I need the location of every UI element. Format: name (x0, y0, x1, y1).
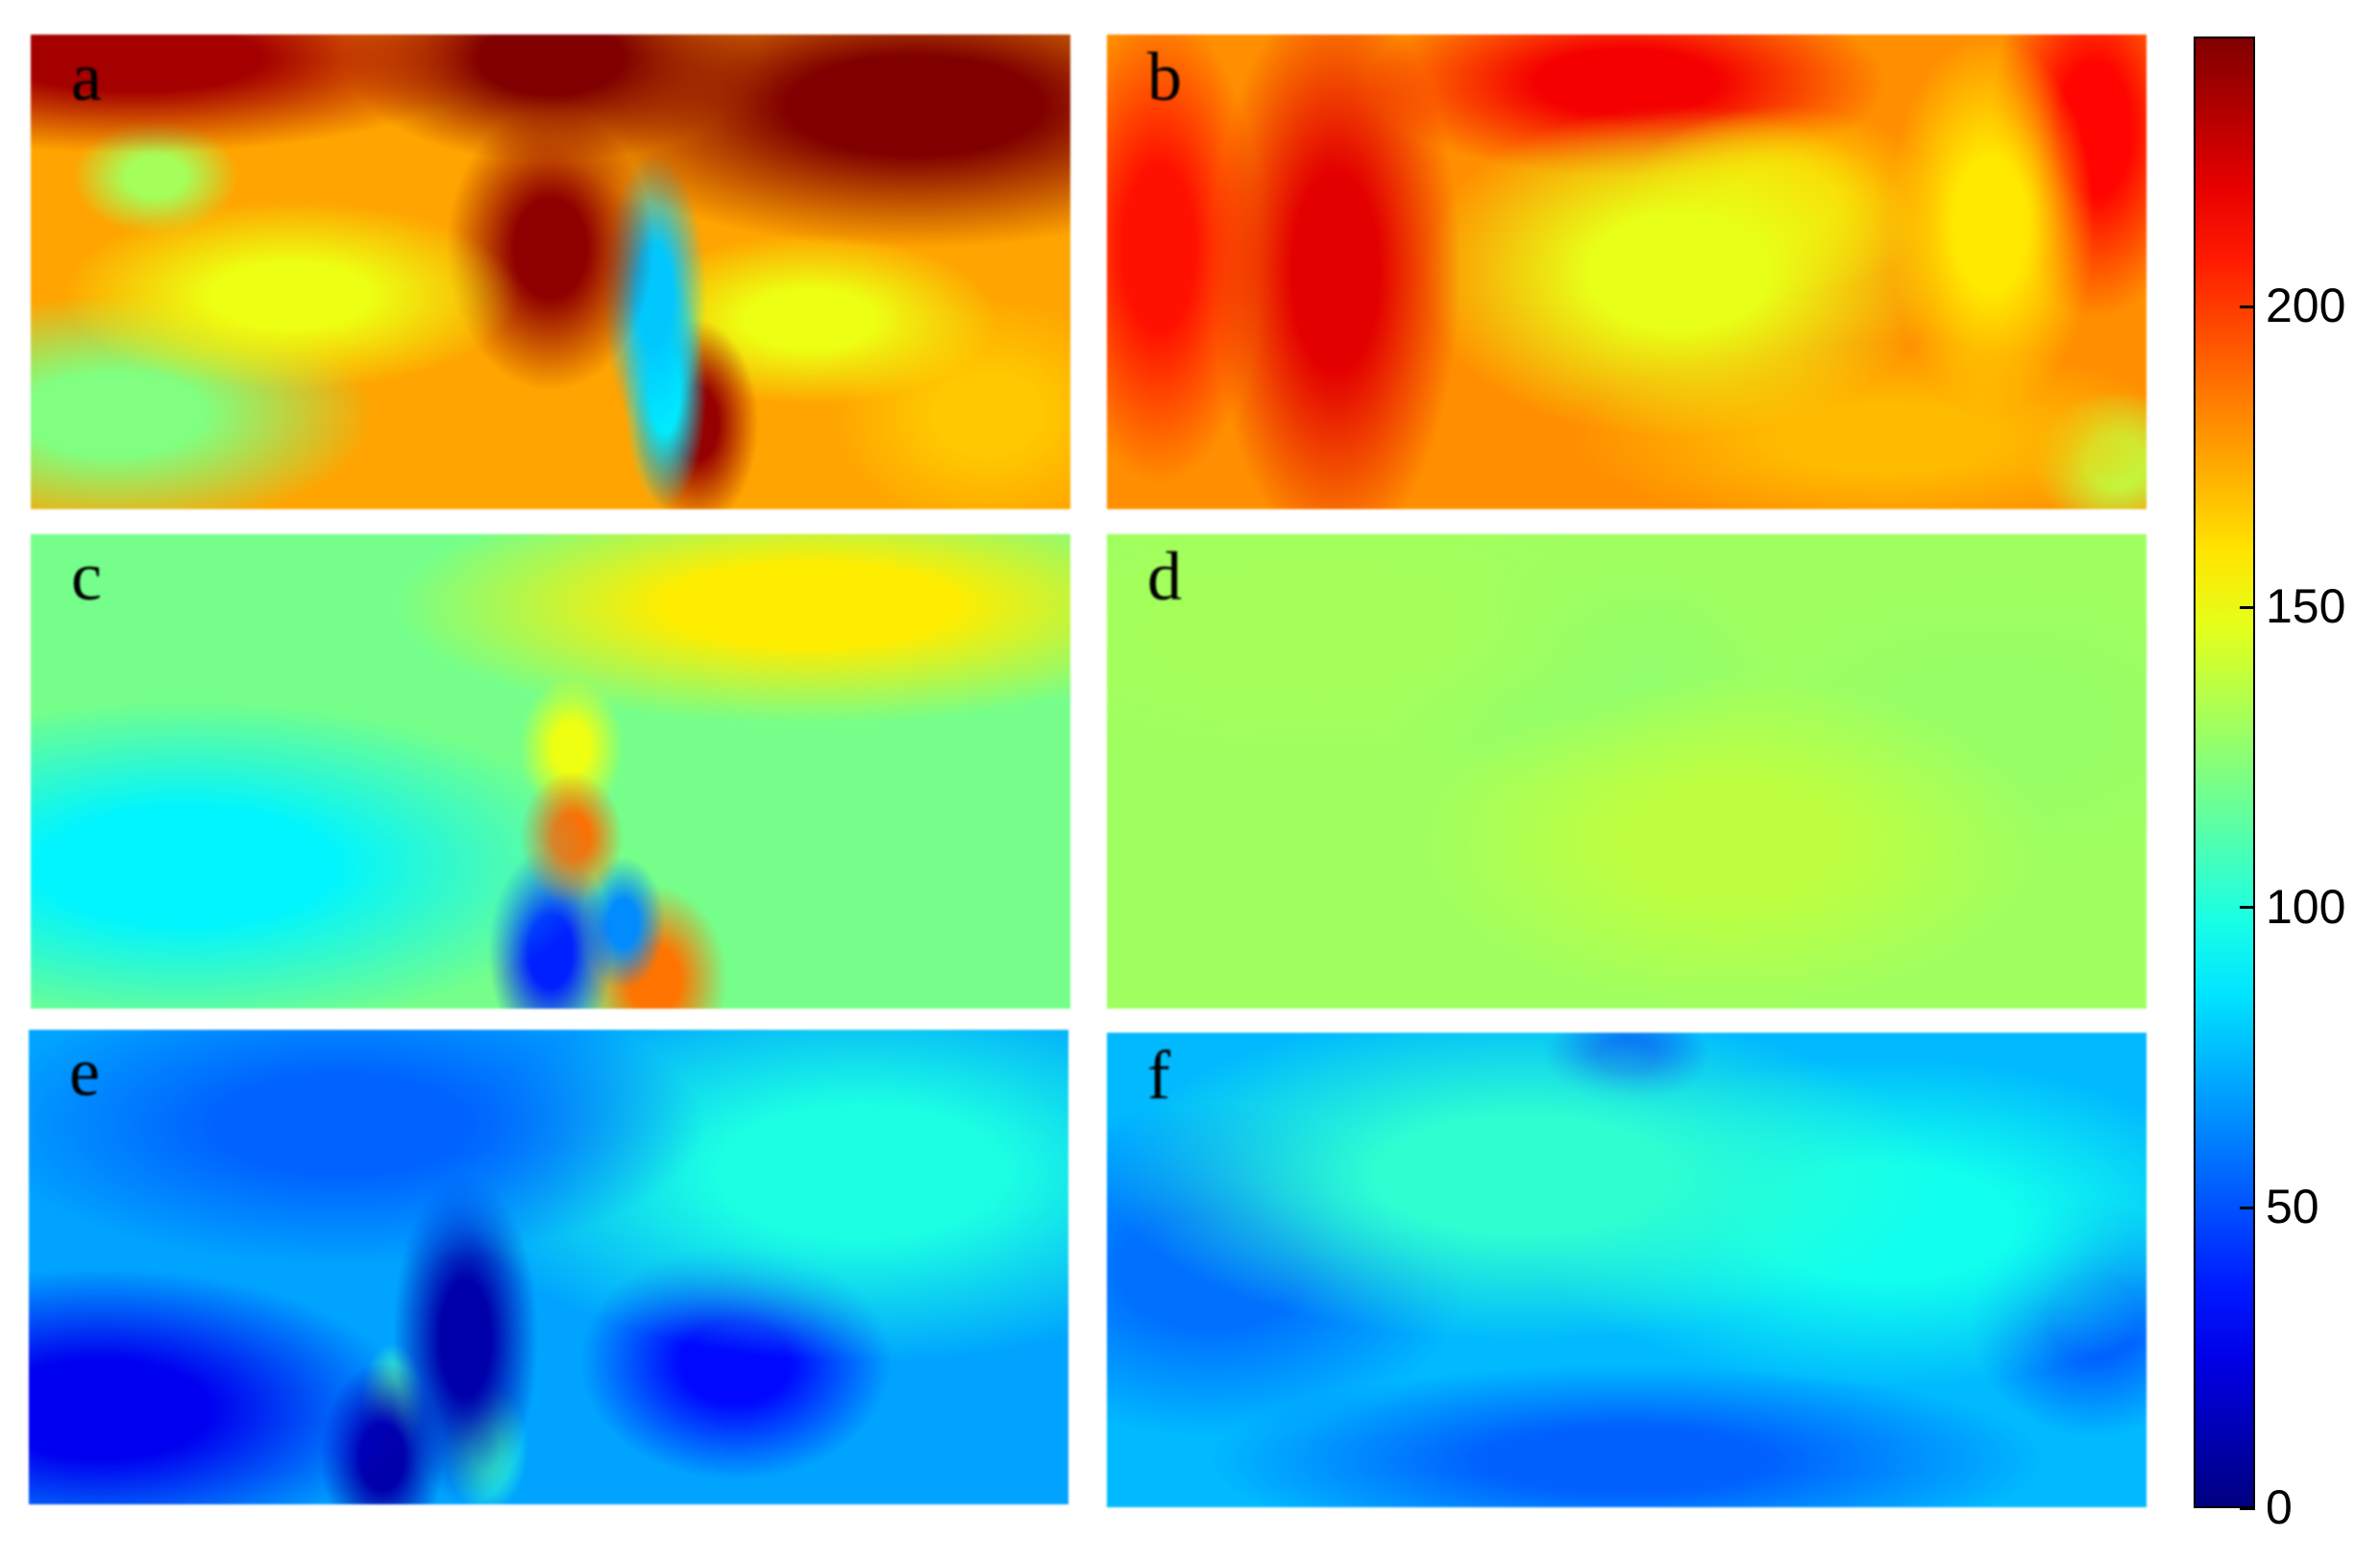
colorbar-tick-mark (2240, 906, 2255, 910)
panel-label-c: c (71, 538, 102, 615)
colorbar-tick-mark (2240, 605, 2255, 609)
heatmap-panel-c: c (31, 534, 1070, 1009)
colorbar (2194, 37, 2255, 1508)
colorbar-tick-label: 200 (2266, 279, 2346, 333)
heatmap-panel-d: d (1107, 534, 2147, 1009)
colorbar-tick-mark (2240, 305, 2255, 308)
panel-label-e: e (69, 1034, 100, 1110)
heatmap-panel-f: f (1107, 1033, 2147, 1507)
heatmap-panel-e: e (29, 1030, 1068, 1504)
colorbar-tick-mark (2240, 1506, 2255, 1510)
panel-label-b: b (1147, 38, 1182, 115)
panel-label-d: d (1147, 538, 1182, 615)
colorbar-tick-label: 0 (2266, 1480, 2293, 1534)
colorbar-tick-label: 150 (2266, 579, 2346, 634)
heatmap-panel-b: b (1107, 35, 2147, 509)
panel-label-f: f (1147, 1037, 1170, 1113)
colorbar-tick-mark (2240, 1206, 2255, 1209)
colorbar-tick-label: 100 (2266, 879, 2346, 934)
panel-label-a: a (71, 38, 102, 115)
heatmap-panel-a: a (31, 35, 1070, 509)
colorbar-tick-label: 50 (2266, 1180, 2319, 1234)
